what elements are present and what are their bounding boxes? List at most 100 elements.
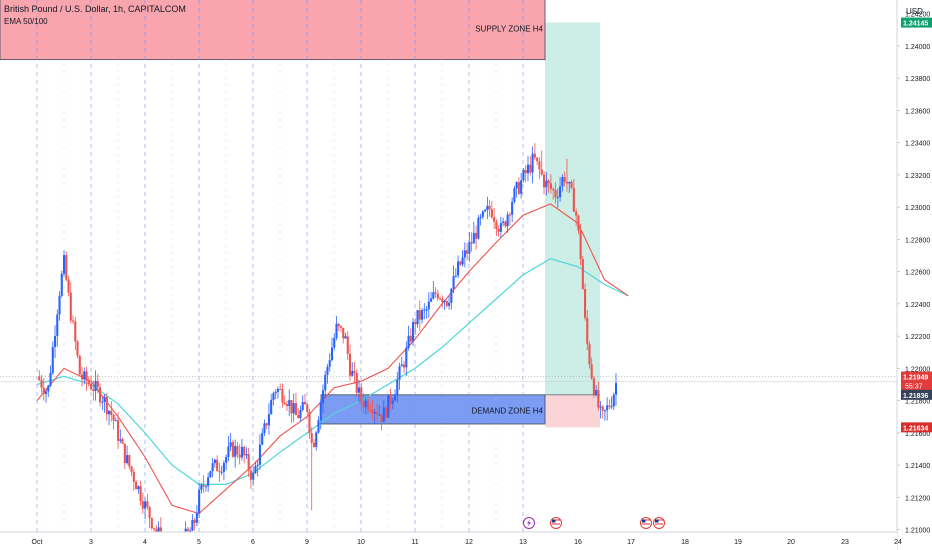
indicator-label[interactable]: EMA 50/100	[4, 17, 48, 26]
candle-body	[146, 501, 149, 507]
candle-body	[189, 530, 192, 532]
flag-stripe	[552, 525, 560, 527]
candle-body	[463, 250, 466, 258]
us-flag-icon[interactable]	[640, 517, 652, 529]
time-tick-label: 20	[787, 539, 795, 546]
price-tick-label: 1.22600	[905, 270, 930, 277]
flag-stripe	[655, 525, 663, 527]
candle-body	[303, 401, 307, 405]
candle-body	[290, 400, 293, 414]
candle-body	[47, 385, 50, 392]
candle-body	[563, 177, 566, 182]
candle-body	[62, 255, 66, 274]
candle-body	[87, 381, 90, 384]
candle-body	[384, 407, 388, 418]
candle-body	[409, 335, 412, 342]
candle-body	[470, 242, 473, 244]
candle-body	[249, 470, 252, 480]
candle-body	[258, 444, 261, 465]
currency-label[interactable]: USD	[906, 7, 923, 16]
candle-body	[398, 366, 401, 380]
price-tick-label: 1.21400	[905, 463, 930, 470]
candle-body	[475, 232, 478, 239]
candle-body	[85, 371, 88, 382]
candle-body	[459, 261, 462, 265]
price-tick-label: 1.23200	[905, 173, 930, 180]
candle-body	[416, 310, 419, 325]
candle-body	[520, 180, 523, 194]
candle-body	[508, 214, 511, 216]
candle-body	[112, 415, 115, 421]
candle-body	[220, 471, 223, 473]
flag-canton	[655, 519, 659, 523]
candle-body	[452, 276, 455, 289]
ema-layer	[36, 203, 629, 515]
candle-body	[575, 211, 578, 216]
candle-body	[436, 293, 439, 299]
time-tick-label: 11	[411, 539, 418, 546]
price-axis-background[interactable]	[897, 0, 932, 550]
time-tick-label: 17	[627, 539, 635, 546]
candle-body	[486, 205, 489, 211]
candle-body	[579, 230, 582, 260]
candle-body	[321, 390, 325, 403]
candle-body	[267, 414, 270, 426]
position-profit-area[interactable]	[545, 22, 600, 395]
candle-body	[211, 463, 214, 472]
candle-body	[44, 391, 48, 394]
candle-body	[297, 415, 300, 419]
candle-body	[601, 406, 604, 411]
candle-body	[110, 410, 113, 416]
candle-body	[506, 214, 509, 227]
time-axis-background[interactable]	[0, 532, 897, 550]
candle-body	[261, 433, 264, 445]
candle-body	[362, 402, 365, 408]
flag-canton	[552, 519, 556, 523]
candle-body	[511, 201, 514, 215]
candle-body	[481, 211, 484, 218]
price-tick-label: 1.23800	[905, 76, 930, 83]
candle-body	[565, 181, 569, 184]
candle-body	[209, 471, 212, 478]
candle-body	[597, 390, 600, 408]
candle-body	[402, 364, 406, 368]
us-flag-icon[interactable]	[653, 517, 665, 529]
grid-layer	[0, 0, 897, 532]
candle-body	[490, 209, 493, 218]
candle-body	[310, 433, 313, 443]
price-tick-label: 1.22400	[905, 302, 930, 309]
candle-body	[538, 161, 541, 170]
candle-body	[238, 454, 241, 458]
candle-body	[225, 456, 228, 463]
candle-body	[191, 519, 194, 531]
flag-stripe	[655, 523, 663, 525]
candle-body	[517, 182, 520, 194]
candle-body	[360, 387, 363, 403]
candle-body	[466, 250, 469, 254]
candle-body	[301, 401, 304, 410]
position-loss-area[interactable]	[545, 394, 600, 428]
candle-body	[590, 364, 593, 379]
candle-body	[366, 400, 370, 410]
us-flag-icon[interactable]	[550, 517, 562, 529]
candle-body	[202, 485, 205, 487]
time-tick-label: 9	[305, 539, 309, 546]
flag-stripe	[552, 523, 560, 525]
candle-body	[445, 300, 448, 306]
lightning-glyph	[527, 519, 531, 527]
candle-body	[324, 374, 327, 391]
candle-body	[405, 347, 408, 368]
candle-body	[285, 404, 288, 407]
price-tick-label: 1.24000	[905, 44, 930, 51]
candle-body	[364, 400, 367, 408]
candle-body	[504, 221, 507, 227]
time-tick-label: 23	[841, 539, 849, 546]
candle-body	[568, 181, 571, 184]
candle-body	[78, 355, 81, 375]
candle-body	[432, 292, 435, 299]
demand-zone[interactable]	[320, 394, 546, 425]
candle-body	[427, 301, 430, 310]
candle-body	[117, 420, 120, 441]
